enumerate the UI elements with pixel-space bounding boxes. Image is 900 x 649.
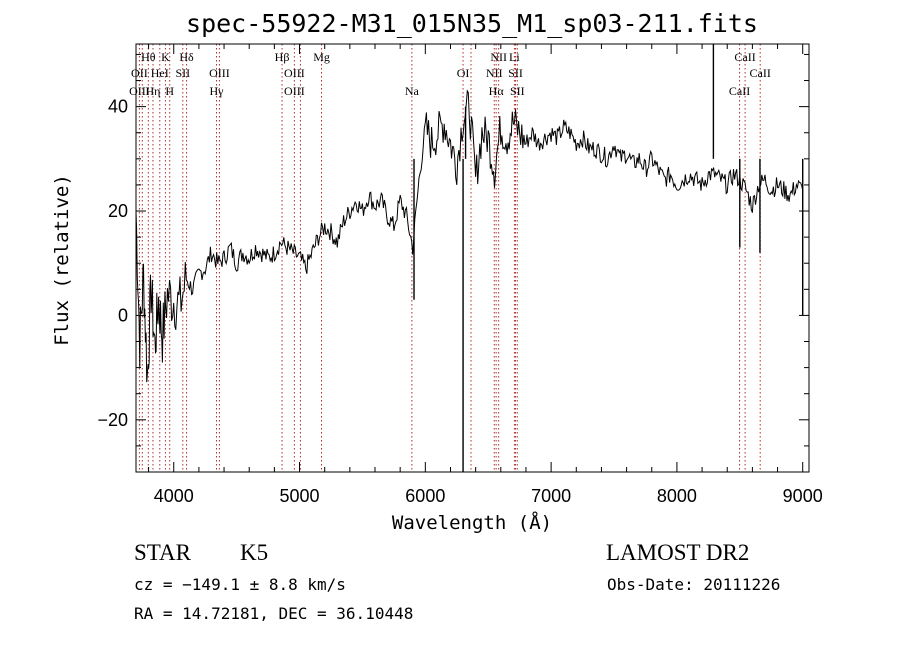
y-tick-label: 20	[108, 201, 128, 221]
line-label: SII	[510, 84, 525, 98]
line-label: K	[161, 50, 170, 64]
line-label: SII	[508, 66, 523, 80]
line-label: Na	[405, 84, 420, 98]
chart-title: spec-55922-M31_015N35_M1_sp03-211.fits	[186, 9, 758, 38]
observation-date: Obs-Date: 20111226	[607, 575, 780, 594]
axis-ticks: 4000 5000 6000 7000 8000 9000 −20 0 20 40	[97, 44, 823, 506]
y-axis-label: Flux (relative)	[51, 174, 73, 346]
spectrum-line	[135, 89, 804, 383]
line-label: Mg	[313, 50, 330, 64]
object-class: STAR	[134, 540, 192, 565]
x-tick-label: 6000	[405, 486, 445, 506]
line-label: OI	[457, 66, 470, 80]
line-label: NII	[490, 50, 507, 64]
x-tick-label: 7000	[531, 486, 571, 506]
line-label: OIII	[129, 84, 150, 98]
y-tick-label: 40	[108, 97, 128, 117]
line-label: SII	[175, 66, 190, 80]
line-label: Hα	[489, 84, 505, 98]
object-subclass: K5	[240, 540, 268, 565]
spectrum-spikes	[413, 44, 804, 472]
y-tick-label: −20	[97, 410, 128, 430]
line-label: OII	[131, 66, 148, 80]
x-tick-label: 8000	[657, 486, 697, 506]
line-label: H	[165, 84, 174, 98]
line-label: OIII	[284, 66, 305, 80]
x-tick-label: 4000	[154, 486, 194, 506]
line-label: CaII	[750, 66, 771, 80]
survey-name: LAMOST DR2	[606, 540, 749, 565]
line-label: NII	[486, 66, 503, 80]
x-tick-label: 9000	[783, 486, 823, 506]
line-label: OIII	[209, 66, 230, 80]
line-label: CaII	[734, 50, 755, 64]
spectral-line-markers	[138, 44, 761, 472]
line-label: Hθ	[141, 50, 156, 64]
plot-frame	[135, 43, 810, 473]
line-label: CaII	[729, 84, 750, 98]
y-tick-label: 0	[118, 305, 128, 325]
line-label: HeI	[151, 66, 169, 80]
line-label: Hδ	[179, 50, 194, 64]
line-label: Li	[509, 50, 520, 64]
x-axis-label: Wavelength (Å)	[392, 511, 552, 534]
coordinates: RA = 14.72181, DEC = 36.10448	[134, 604, 413, 623]
line-label: Hη	[146, 84, 161, 98]
line-label: Hβ	[275, 50, 290, 64]
x-tick-label: 5000	[280, 486, 320, 506]
line-label: OIII	[284, 84, 305, 98]
redshift-velocity: cz = −149.1 ± 8.8 km/s	[134, 575, 346, 594]
line-label: Hγ	[210, 84, 225, 98]
